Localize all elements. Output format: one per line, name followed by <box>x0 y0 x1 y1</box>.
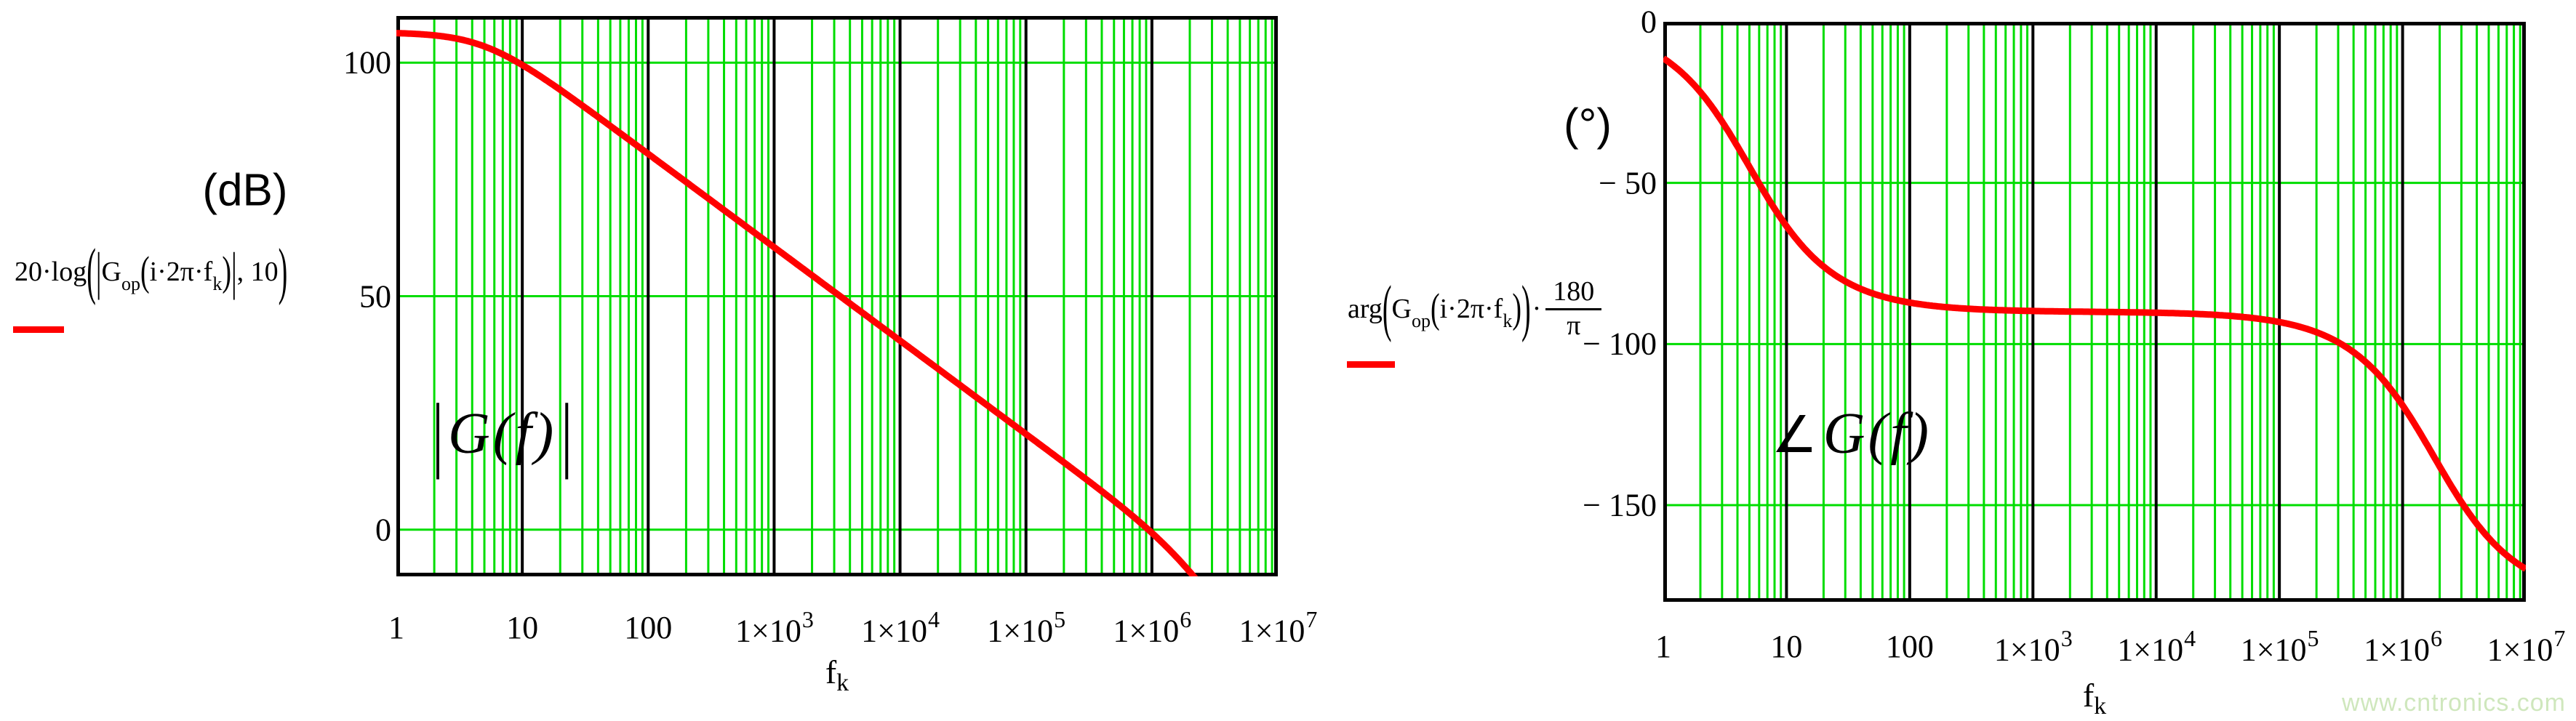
fraction-denominator: π <box>1567 310 1581 341</box>
legend-gop-sub: op <box>1411 310 1431 332</box>
legend-func: 20·log <box>15 257 87 287</box>
y-tick-label: 0 <box>375 512 391 548</box>
x-axis-label-sub: k <box>2094 693 2107 720</box>
legend-inner-open: ( <box>1430 286 1440 332</box>
angle-icon: ∠ <box>1772 404 1817 464</box>
x-tick-label: 1×103 <box>735 606 814 649</box>
magnitude-legend-expression: 20·log ( | G op ( i·2π·f k ) | , 10 ) <box>15 237 287 307</box>
phase-plot-area <box>1663 22 2526 602</box>
legend-gop-sub: op <box>121 273 140 294</box>
legend-open-paren: ( <box>1382 274 1392 345</box>
x-tick-label: 1×106 <box>1113 606 1192 649</box>
x-axis-label-base: f <box>2082 677 2095 714</box>
legend-inner-close: ) <box>222 249 231 295</box>
phase-legend-line-sample <box>1347 361 1395 368</box>
legend-inner-sub: k <box>212 273 223 294</box>
x-tick-label: 1 <box>388 610 404 645</box>
x-tick-label: 1×105 <box>987 606 1066 649</box>
phase-annotation: ∠ G(f) <box>1772 401 1932 467</box>
legend-open-paren: ( <box>87 236 96 307</box>
x-tick-label: 1×104 <box>861 606 940 649</box>
phase-x-axis-label: fk <box>2082 676 2106 720</box>
legend-func: arg <box>1348 294 1383 325</box>
legend-fraction: 180 π <box>1545 277 1602 341</box>
y-tick-label: − 150 <box>1583 487 1657 523</box>
y-tick-label: − 100 <box>1583 326 1657 362</box>
legend-close-paren: ) <box>1521 274 1531 345</box>
x-tick-label: 1×106 <box>2364 625 2442 668</box>
x-tick-label: 1×103 <box>1993 625 2073 668</box>
legend-abs-bar: | <box>95 243 102 301</box>
legend-base-arg: , 10 <box>236 257 279 287</box>
annotation-gf: G(f) <box>448 402 557 466</box>
x-tick-label: 100 <box>1885 629 1934 664</box>
x-tick-label: 10 <box>506 610 539 645</box>
legend-inner-arg: i·2π·f <box>149 257 213 287</box>
x-tick-label: 1×107 <box>1239 606 1318 649</box>
legend-gop: G <box>101 257 121 287</box>
y-tick-label: − 50 <box>1599 165 1657 201</box>
legend-inner-arg: i·2π·f <box>1439 294 1503 325</box>
x-tick-label: 1×104 <box>2117 625 2196 668</box>
annotation-gf: G(f) <box>1823 402 1932 466</box>
legend-multiply-dot: · <box>1532 294 1542 325</box>
x-tick-label: 1 <box>1655 629 1671 664</box>
x-tick-label: 100 <box>624 610 673 645</box>
magnitude-legend-line-sample <box>13 326 64 333</box>
legend-inner-open: ( <box>140 249 150 295</box>
x-tick-label: 1×107 <box>2487 625 2566 668</box>
annotation-abs-bar: | <box>432 387 444 480</box>
y-tick-label: 0 <box>1641 4 1657 40</box>
x-axis-label-base: f <box>825 653 837 690</box>
y-tick-label: 50 <box>359 278 391 314</box>
y-tick-label: 100 <box>343 44 391 81</box>
legend-close-paren: ) <box>278 236 288 307</box>
fraction-numerator: 180 <box>1545 277 1602 310</box>
x-tick-label: 10 <box>1770 629 1803 664</box>
x-tick-label: 1×105 <box>2240 625 2319 668</box>
phase-legend-expression: arg ( G op ( i·2π·f k ) ) · 180 π <box>1348 274 1602 345</box>
watermark: www.cntronics.com <box>2342 689 2566 717</box>
magnitude-x-axis-label: fk <box>825 653 849 696</box>
phase-unit-label: (°) <box>1563 100 1612 150</box>
annotation-abs-bar: | <box>561 387 573 480</box>
legend-inner-close: ) <box>1512 286 1521 332</box>
legend-abs-bar: | <box>231 243 237 301</box>
magnitude-annotation: | G(f) | <box>428 387 577 480</box>
legend-inner-sub: k <box>1503 310 1513 332</box>
magnitude-unit-label: (dB) <box>202 165 288 216</box>
magnitude-plot-area <box>396 16 1278 576</box>
legend-gop: G <box>1391 294 1412 325</box>
x-axis-label-sub: k <box>836 669 849 696</box>
